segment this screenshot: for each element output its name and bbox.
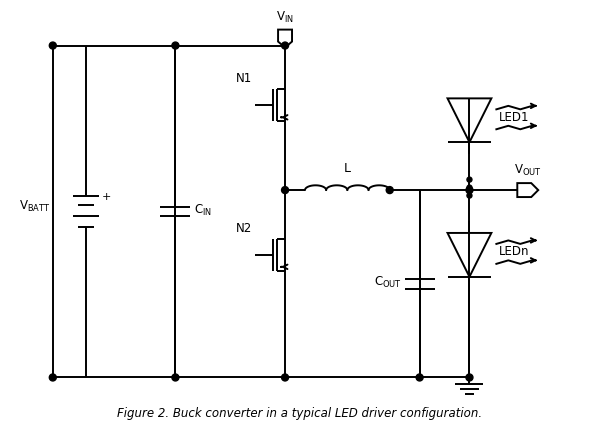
Circle shape — [467, 186, 472, 190]
Circle shape — [172, 374, 179, 381]
Circle shape — [172, 43, 179, 50]
Circle shape — [49, 43, 56, 50]
Circle shape — [467, 178, 472, 183]
Circle shape — [49, 374, 56, 381]
Circle shape — [466, 374, 473, 381]
Circle shape — [416, 374, 423, 381]
Text: +: + — [101, 191, 111, 201]
Text: $\mathsf{V_{IN}}$: $\mathsf{V_{IN}}$ — [276, 9, 294, 25]
Text: N1: N1 — [236, 72, 252, 85]
Text: $\mathsf{V_{OUT}}$: $\mathsf{V_{OUT}}$ — [514, 163, 541, 178]
Circle shape — [467, 194, 472, 199]
Text: Figure 2. Buck converter in a typical LED driver configuration.: Figure 2. Buck converter in a typical LE… — [118, 406, 482, 419]
Circle shape — [466, 187, 473, 194]
Text: $\mathsf{C_{OUT}}$: $\mathsf{C_{OUT}}$ — [374, 275, 401, 290]
Text: $\mathsf{C_{IN}}$: $\mathsf{C_{IN}}$ — [194, 203, 212, 218]
Text: N2: N2 — [236, 221, 252, 234]
Text: LEDn: LEDn — [499, 245, 530, 258]
Text: L: L — [344, 162, 351, 175]
Text: $\mathsf{V_{BATT}}$: $\mathsf{V_{BATT}}$ — [19, 199, 51, 214]
Circle shape — [281, 374, 289, 381]
Text: LED1: LED1 — [499, 111, 530, 123]
Circle shape — [281, 43, 289, 50]
Circle shape — [281, 187, 289, 194]
Circle shape — [386, 187, 393, 194]
